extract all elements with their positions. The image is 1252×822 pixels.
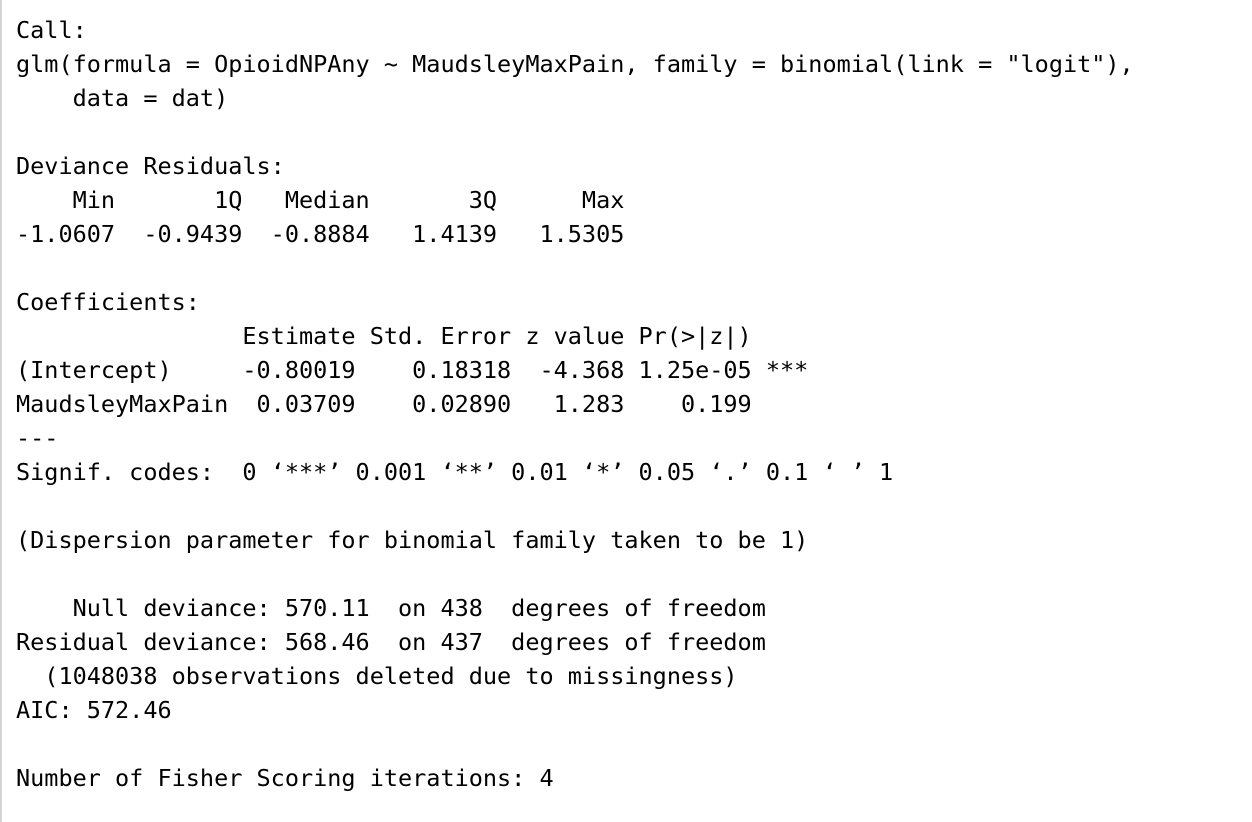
signif-codes-line: Signif. codes: 0 ‘***’ 0.001 ‘**’ 0.01 ‘…: [16, 458, 894, 486]
glm-summary-output: Call: glm(formula = OpioidNPAny ~ Maudsl…: [16, 13, 1134, 795]
blank-line: [16, 557, 1134, 591]
null-deviance-line: Null deviance: 570.11 on 438 degrees of …: [16, 594, 766, 622]
blank-line: [16, 727, 1134, 761]
deviance-residuals-header: Deviance Residuals:: [16, 152, 285, 180]
coefficient-row-maudsleymaxpain: MaudsleyMaxPain 0.03709 0.02890 1.283 0.…: [16, 390, 809, 418]
blank-line: [16, 489, 1134, 523]
coefficient-row-intercept: (Intercept) -0.80019 0.18318 -4.368 1.25…: [16, 356, 809, 384]
separator-line: ---: [16, 424, 59, 452]
fisher-scoring-line: Number of Fisher Scoring iterations: 4: [16, 764, 554, 792]
aic-line: AIC: 572.46: [16, 696, 172, 724]
residuals-values: -1.0607 -0.9439 -0.8884 1.4139 1.5305: [16, 220, 653, 248]
dispersion-line: (Dispersion parameter for binomial famil…: [16, 526, 809, 554]
blank-line: [16, 251, 1134, 285]
call-formula-line: glm(formula = OpioidNPAny ~ MaudsleyMaxP…: [16, 50, 1134, 78]
residual-deviance-line: Residual deviance: 568.46 on 437 degrees…: [16, 628, 766, 656]
observations-deleted-line: (1048038 observations deleted due to mis…: [16, 662, 738, 690]
call-data-line: data = dat): [16, 84, 229, 112]
coefficients-header: Coefficients:: [16, 288, 200, 316]
call-header: Call:: [16, 16, 87, 44]
blank-line: [16, 115, 1134, 149]
coefficients-column-headers: Estimate Std. Error z value Pr(>|z|): [16, 322, 809, 350]
residuals-column-headers: Min 1Q Median 3Q Max: [16, 186, 653, 214]
